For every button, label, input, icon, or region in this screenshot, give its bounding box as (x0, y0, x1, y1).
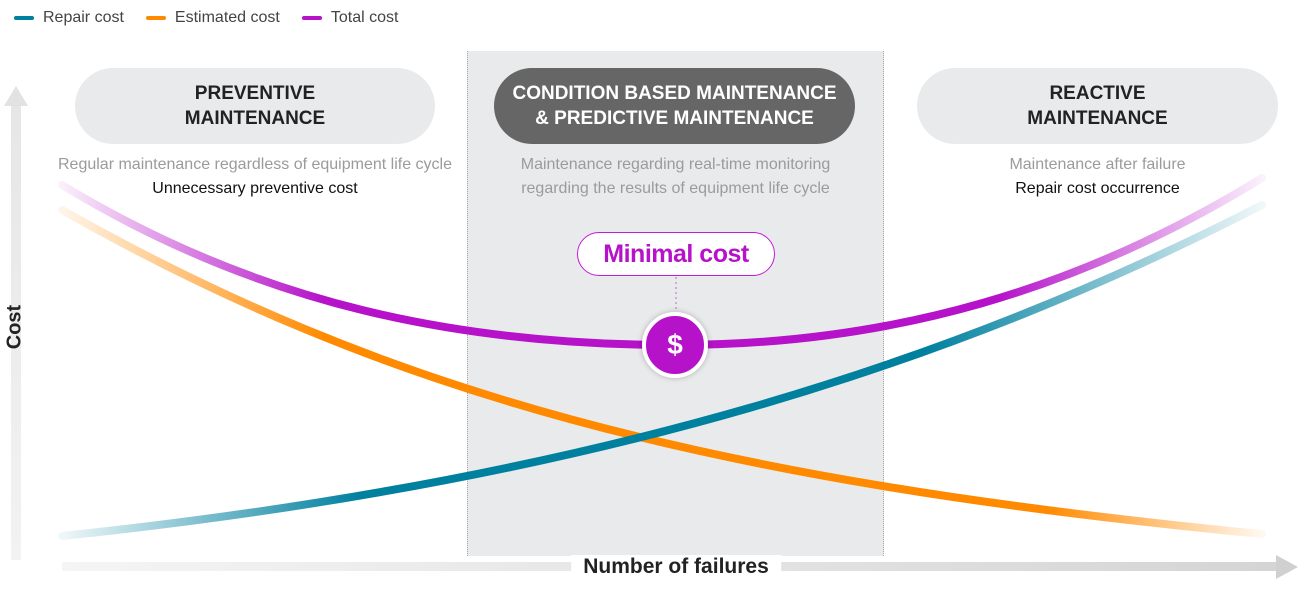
condition-description: Maintenance regarding real-time monitori… (467, 153, 884, 201)
y-axis-arrowhead (4, 86, 28, 106)
minimal-cost-badge: Minimal cost (577, 232, 775, 276)
condition-based-maintenance-title: CONDITION BASED MAINTENANCE & PREDICTIVE… (494, 68, 855, 144)
reactive-description: Maintenance after failure Repair cost oc… (917, 153, 1278, 201)
condition-desc-line-2: regarding the results of equipment life … (521, 180, 830, 197)
estimated-cost-curve (58, 206, 1266, 538)
legend-swatch-estimated-cost (145, 16, 166, 20)
legend-swatch-total-cost (301, 16, 322, 20)
reactive-maintenance-title: REACTIVE MAINTENANCE (917, 68, 1278, 144)
condition-desc-line-1: Maintenance regarding real-time monitori… (520, 156, 831, 173)
preventive-description: Regular maintenance regardless of equipm… (40, 153, 470, 201)
legend-label-repair-cost: Repair cost (43, 9, 124, 26)
condition-title-line-1: CONDITION BASED MAINTENANCE (512, 83, 837, 104)
y-axis-label: Cost (3, 304, 26, 350)
reactive-title-line-1: REACTIVE (1049, 83, 1146, 104)
preventive-title-line-1: PREVENTIVE (194, 83, 316, 104)
legend-item-repair-cost: Repair cost (14, 9, 124, 27)
legend-label-total-cost: Total cost (330, 9, 399, 26)
legend-label-estimated-cost: Estimated cost (174, 9, 280, 26)
condition-title-line-2: & PREDICTIVE MAINTENANCE (535, 108, 814, 129)
legend-item-estimated-cost: Estimated cost (145, 9, 280, 27)
x-axis-label: Number of failures (571, 555, 781, 579)
reactive-title-line-2: MAINTENANCE (1027, 108, 1168, 129)
legend-swatch-repair-cost (14, 16, 34, 20)
preventive-desc-gray: Regular maintenance regardless of equipm… (58, 156, 452, 173)
reactive-desc-gray: Maintenance after failure (1009, 156, 1186, 173)
reactive-desc-dark: Repair cost occurrence (1015, 180, 1180, 197)
legend: Repair cost Estimated cost Total cost (14, 9, 398, 27)
preventive-desc-dark: Unnecessary preventive cost (152, 180, 358, 197)
repair-cost-curve (58, 201, 1266, 540)
x-axis-arrowhead (1276, 555, 1298, 579)
preventive-maintenance-title: PREVENTIVE MAINTENANCE (75, 68, 435, 144)
legend-item-total-cost: Total cost (301, 9, 399, 27)
preventive-title-line-2: MAINTENANCE (184, 108, 326, 129)
dollar-coin-icon: $ (642, 312, 708, 378)
y-axis-line (11, 104, 21, 560)
